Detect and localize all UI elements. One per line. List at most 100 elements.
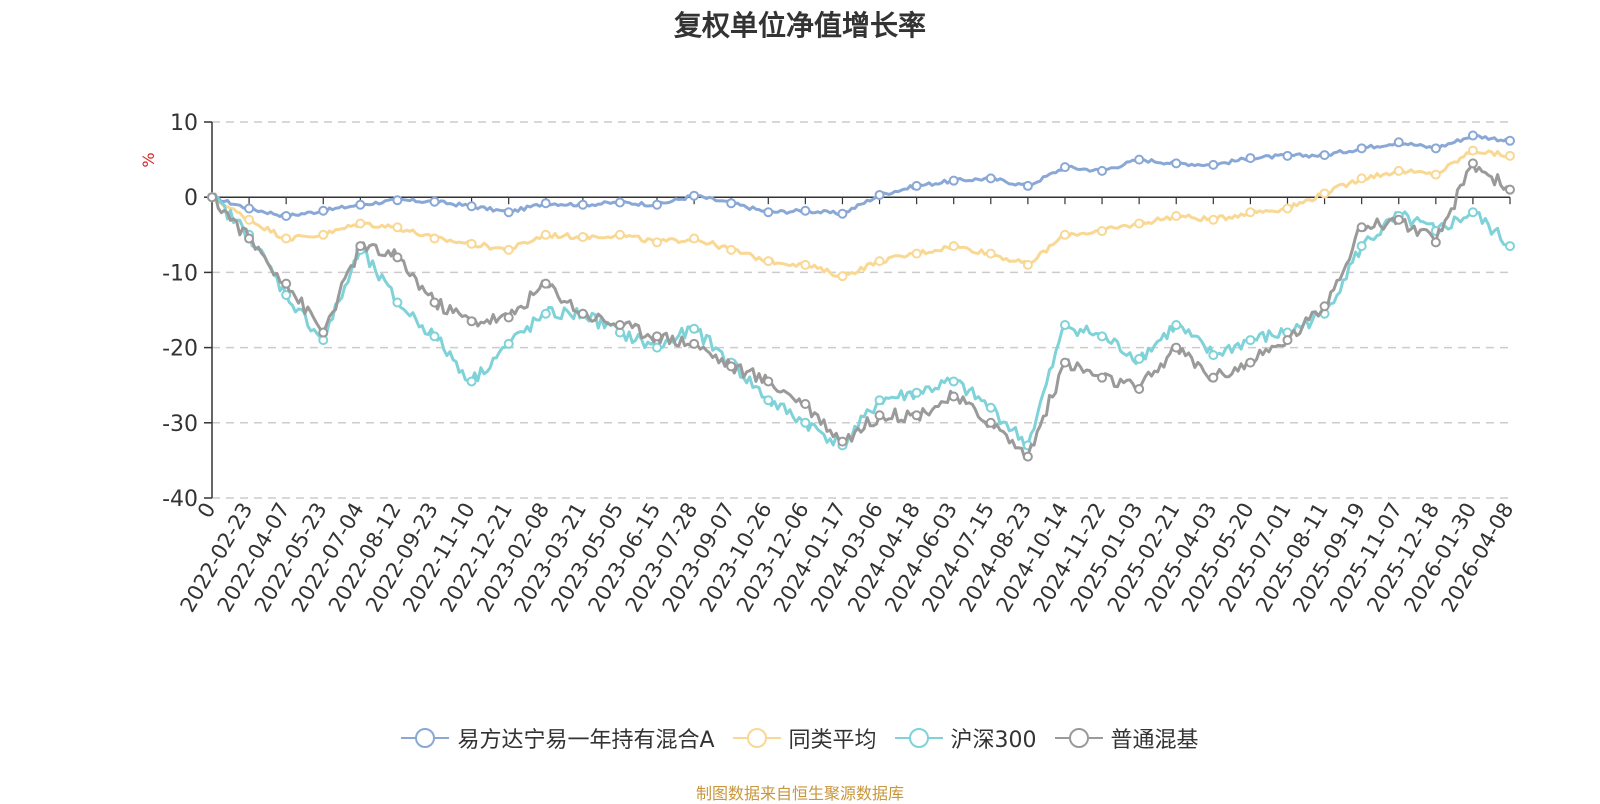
data-point[interactable]: [1393, 137, 1404, 148]
data-point[interactable]: [1467, 207, 1478, 218]
legend-item[interactable]: 普通混基: [1054, 722, 1199, 754]
data-point[interactable]: [1505, 150, 1515, 161]
data-point[interactable]: [614, 320, 625, 331]
data-point[interactable]: [1430, 237, 1441, 248]
data-point[interactable]: [1059, 320, 1070, 331]
data-point[interactable]: [1208, 372, 1219, 383]
data-point[interactable]: [503, 244, 514, 255]
data-point[interactable]: [392, 297, 403, 308]
data-point[interactable]: [1097, 226, 1108, 237]
data-point[interactable]: [911, 180, 922, 191]
data-point[interactable]: [800, 259, 811, 270]
data-point[interactable]: [1393, 214, 1404, 225]
data-point[interactable]: [577, 232, 588, 243]
data-point[interactable]: [1467, 130, 1478, 141]
data-point[interactable]: [652, 199, 663, 210]
data-point[interactable]: [1059, 162, 1070, 173]
data-point[interactable]: [948, 391, 959, 402]
data-point[interactable]: [1282, 203, 1293, 214]
data-point[interactable]: [540, 308, 551, 319]
legend-item[interactable]: 沪深300: [894, 722, 1037, 754]
data-point[interactable]: [948, 175, 959, 186]
data-point[interactable]: [689, 323, 700, 334]
data-point[interactable]: [1356, 241, 1367, 252]
data-point[interactable]: [577, 308, 588, 319]
data-point[interactable]: [1393, 165, 1404, 176]
data-point[interactable]: [1505, 184, 1515, 195]
data-point[interactable]: [1245, 153, 1256, 164]
data-point[interactable]: [466, 201, 477, 212]
data-point[interactable]: [948, 376, 959, 387]
data-point[interactable]: [1505, 241, 1515, 252]
data-point[interactable]: [763, 207, 774, 218]
data-point[interactable]: [1022, 451, 1033, 462]
data-point[interactable]: [540, 278, 551, 289]
data-point[interactable]: [1356, 173, 1367, 184]
data-point[interactable]: [911, 387, 922, 398]
data-point[interactable]: [1356, 222, 1367, 233]
data-point[interactable]: [392, 195, 403, 206]
data-point[interactable]: [1208, 350, 1219, 361]
data-point[interactable]: [1208, 159, 1219, 170]
data-point[interactable]: [318, 327, 329, 338]
data-point[interactable]: [652, 237, 663, 248]
data-point[interactable]: [1097, 331, 1108, 342]
data-point[interactable]: [652, 342, 663, 353]
data-point[interactable]: [1430, 169, 1441, 180]
data-point[interactable]: [874, 410, 885, 421]
data-point[interactable]: [577, 199, 588, 210]
data-point[interactable]: [466, 238, 477, 249]
data-point[interactable]: [207, 192, 217, 203]
data-point[interactable]: [1022, 259, 1033, 270]
data-point[interactable]: [985, 248, 996, 259]
data-point[interactable]: [466, 316, 477, 327]
data-point[interactable]: [355, 241, 366, 252]
data-point[interactable]: [1097, 165, 1108, 176]
data-point[interactable]: [614, 197, 625, 208]
data-point[interactable]: [1171, 320, 1182, 331]
data-point[interactable]: [1467, 158, 1478, 169]
data-point[interactable]: [837, 436, 848, 447]
data-point[interactable]: [800, 399, 811, 409]
data-point[interactable]: [1245, 357, 1256, 368]
data-point[interactable]: [1245, 207, 1256, 218]
data-point[interactable]: [1134, 353, 1145, 364]
data-point[interactable]: [689, 338, 700, 349]
data-point[interactable]: [281, 278, 292, 289]
data-point[interactable]: [985, 417, 996, 428]
data-point[interactable]: [911, 248, 922, 259]
legend-item[interactable]: 同类平均: [732, 722, 877, 754]
data-point[interactable]: [429, 331, 440, 342]
data-point[interactable]: [281, 289, 292, 300]
data-point[interactable]: [1134, 383, 1145, 394]
data-point[interactable]: [281, 211, 292, 221]
data-point[interactable]: [800, 205, 811, 216]
data-point[interactable]: [985, 402, 996, 413]
data-point[interactable]: [726, 361, 737, 372]
data-point[interactable]: [1134, 154, 1145, 165]
data-point[interactable]: [948, 241, 959, 252]
data-point[interactable]: [1059, 229, 1070, 240]
data-point[interactable]: [355, 218, 366, 229]
data-point[interactable]: [1059, 357, 1070, 368]
data-point[interactable]: [1467, 145, 1478, 156]
data-point[interactable]: [726, 244, 737, 255]
data-point[interactable]: [763, 395, 774, 406]
data-point[interactable]: [837, 271, 848, 282]
data-point[interactable]: [503, 312, 514, 323]
data-point[interactable]: [1282, 335, 1293, 346]
legend-item[interactable]: 易方达宁易一年持有混合A: [401, 722, 715, 754]
data-point[interactable]: [429, 196, 440, 207]
data-point[interactable]: [1282, 150, 1293, 161]
data-point[interactable]: [540, 198, 551, 209]
data-point[interactable]: [244, 214, 255, 225]
data-point[interactable]: [911, 410, 922, 421]
data-point[interactable]: [318, 229, 329, 240]
data-point[interactable]: [1171, 211, 1182, 221]
data-point[interactable]: [503, 207, 514, 218]
data-point[interactable]: [985, 173, 996, 184]
data-point[interactable]: [1430, 143, 1441, 154]
data-point[interactable]: [1171, 158, 1182, 169]
data-point[interactable]: [1022, 180, 1033, 191]
data-point[interactable]: [689, 190, 700, 201]
